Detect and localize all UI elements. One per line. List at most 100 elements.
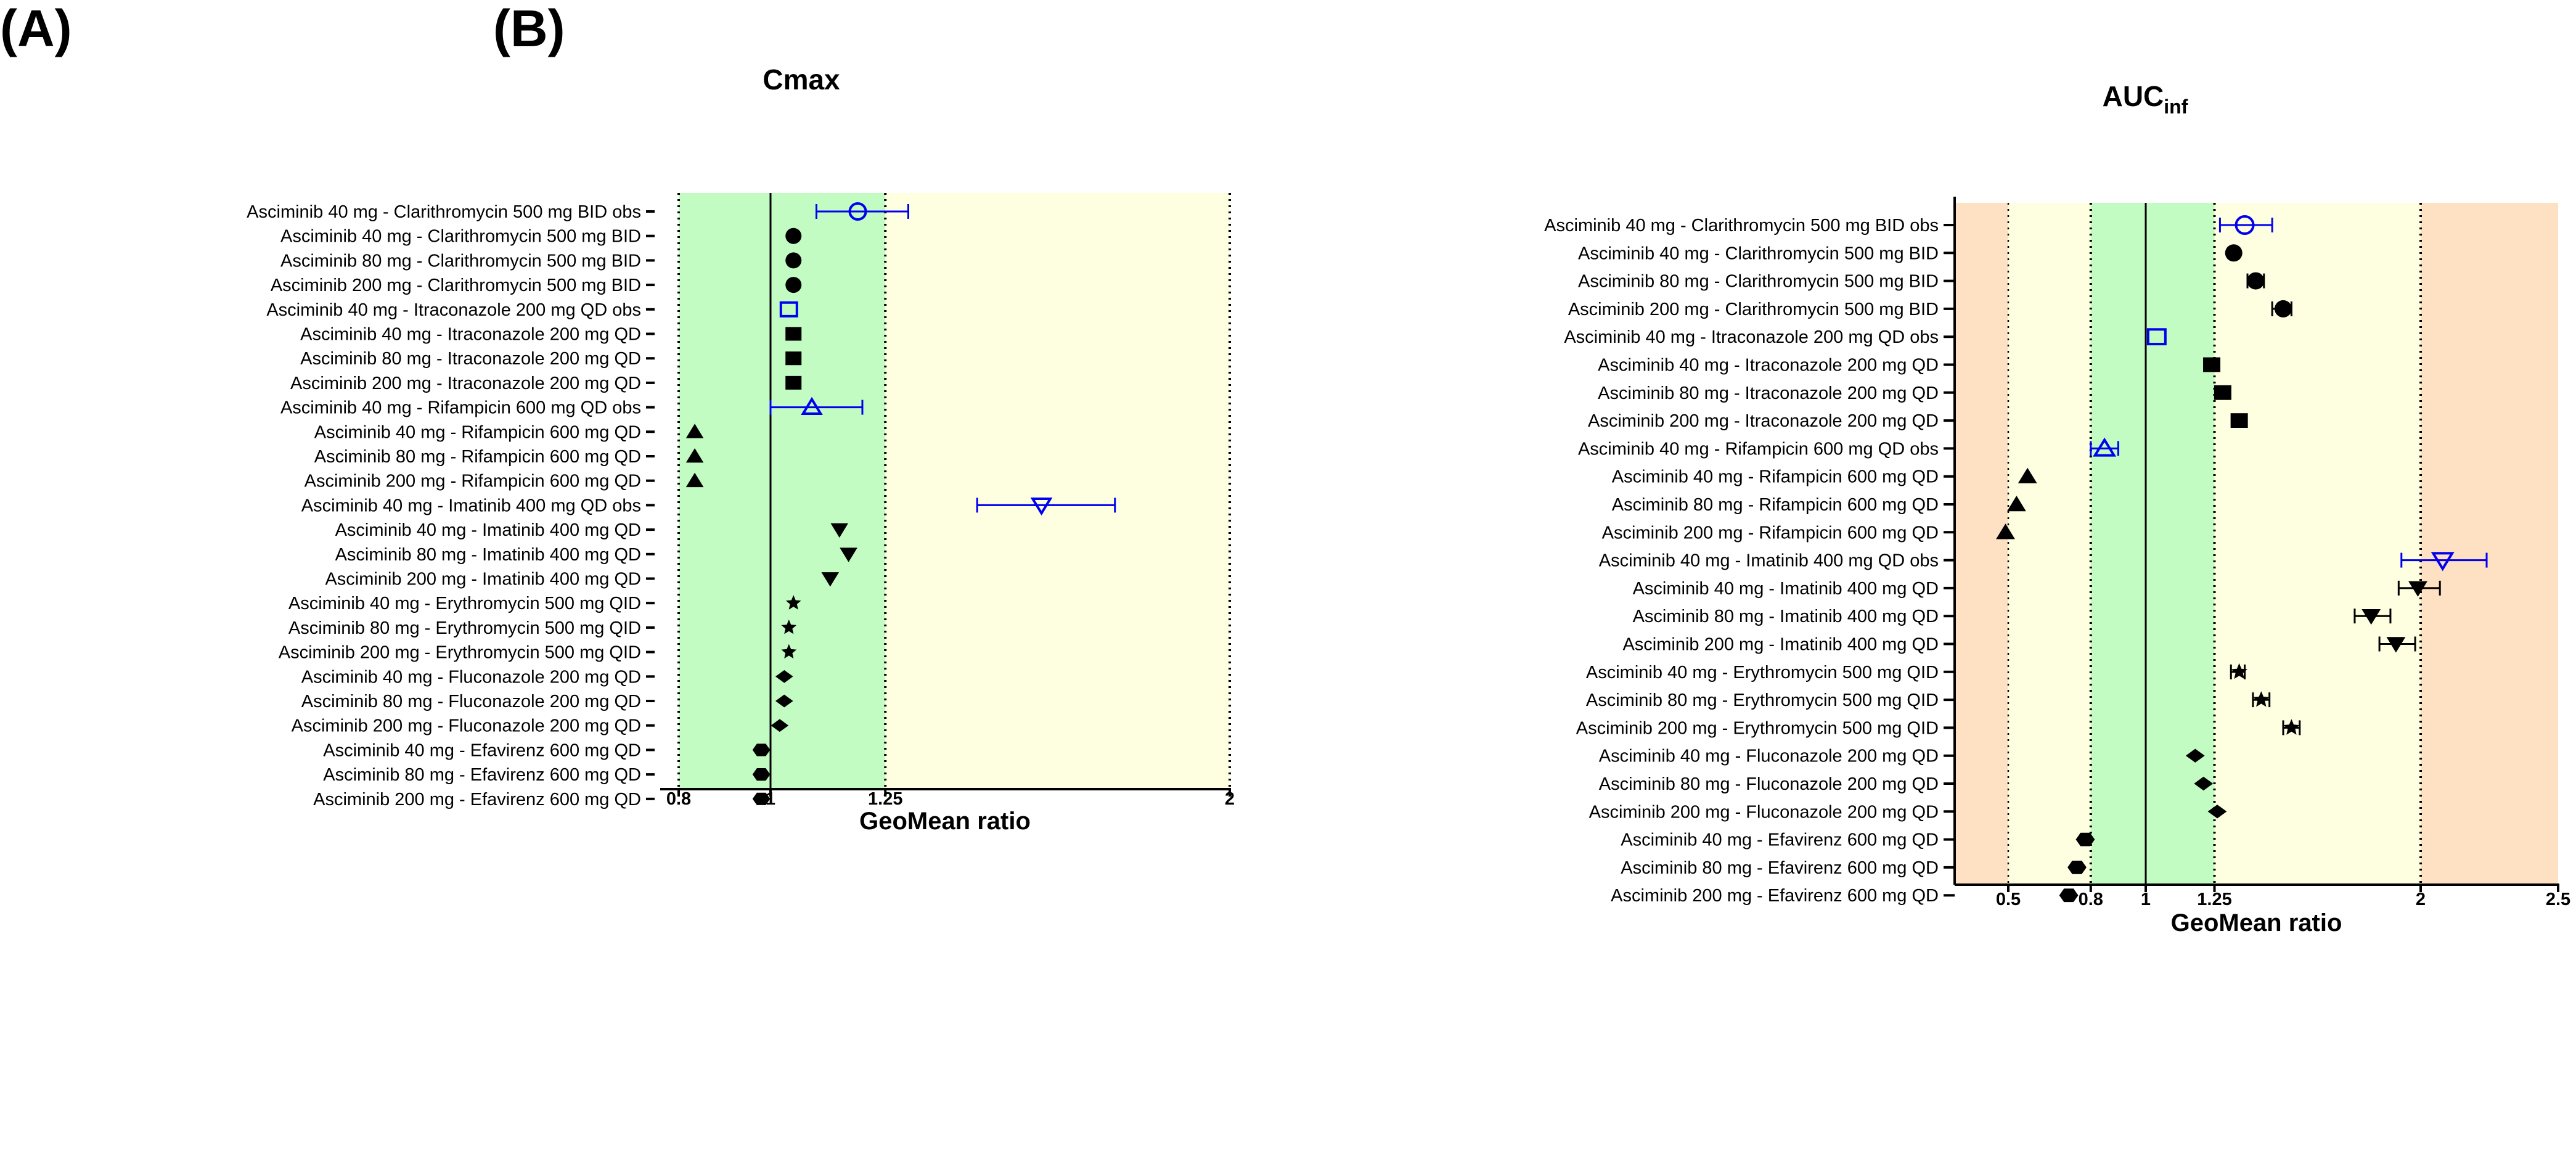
- category-label: Asciminib 40 mg - Imatinib 400 mg QD obs: [301, 496, 641, 515]
- category-label: Asciminib 80 mg - Erythromycin 500 mg QI…: [288, 618, 641, 638]
- category-label: Asciminib 80 mg - Itraconazole 200 mg QD: [300, 349, 641, 369]
- data-point-square: [2230, 413, 2248, 428]
- data-point-circle: [2275, 300, 2292, 318]
- data-point-hexagon: [2059, 888, 2079, 903]
- data-point-circle: [785, 252, 802, 269]
- category-label: Asciminib 40 mg - Itraconazole 200 mg QD: [1598, 356, 1939, 375]
- category-label: Asciminib 40 mg - Fluconazole 200 mg QD: [1599, 747, 1939, 766]
- category-label: Asciminib 80 mg - Itraconazole 200 mg QD: [1598, 383, 1939, 403]
- data-point-down-triangle: [2408, 581, 2427, 597]
- x-tick-label: 1.25: [868, 789, 902, 809]
- data-point-triangle: [2007, 496, 2026, 512]
- data-point-square: [785, 375, 802, 390]
- data-point-star: [2253, 691, 2270, 707]
- category-label: Asciminib 200 mg - Imatinib 400 mg QD: [325, 570, 641, 589]
- category-label: Asciminib 40 mg - Rifampicin 600 mg QD: [314, 422, 641, 442]
- data-point-open-circle: [848, 202, 867, 221]
- category-label: Asciminib 40 mg - Itraconazole 200 mg QD: [300, 325, 641, 345]
- category-label: Asciminib 80 mg - Imatinib 400 mg QD: [335, 545, 641, 565]
- data-point-star: [2231, 663, 2247, 679]
- data-point-open-circle: [2235, 215, 2255, 235]
- category-label: Asciminib 80 mg - Fluconazole 200 mg QD: [301, 692, 641, 711]
- category-label: Asciminib 40 mg - Fluconazole 200 mg QD: [301, 667, 641, 687]
- category-label: Asciminib 40 mg - Rifampicin 600 mg QD o…: [280, 398, 641, 418]
- data-point-square: [785, 351, 802, 366]
- category-label: Asciminib 40 mg - Imatinib 400 mg QD: [1633, 579, 1939, 599]
- data-point-diamond: [2207, 805, 2227, 819]
- band-orange: [2421, 203, 2558, 885]
- category-label: Asciminib 200 mg - Itraconazole 200 mg Q…: [290, 374, 641, 393]
- chart-title-subscript: inf: [2164, 96, 2188, 118]
- x-tick-label: 1: [766, 789, 775, 809]
- band-yellow: [2214, 203, 2421, 885]
- chart-title-main: AUC: [2103, 80, 2164, 112]
- category-label: Asciminib 40 mg - Itraconazole 200 mg QD…: [266, 300, 641, 320]
- category-label: Asciminib 40 mg - Clarithromycin 500 mg …: [280, 227, 641, 247]
- x-tick-label: 1.25: [2197, 890, 2231, 909]
- category-label: Asciminib 200 mg - Erythromycin 500 mg Q…: [1576, 718, 1939, 738]
- category-label: Asciminib 200 mg - Clarithromycin 500 mg…: [271, 276, 641, 295]
- data-point-triangle: [685, 472, 704, 488]
- data-point-diamond: [775, 670, 793, 683]
- category-label: Asciminib 80 mg - Clarithromycin 500 mg …: [1578, 272, 1939, 292]
- category-label: Asciminib 200 mg - Efavirenz 600 mg QD: [1611, 886, 1939, 906]
- x-axis-label: GeoMean ratio: [859, 808, 1031, 835]
- category-label: Asciminib 80 mg - Fluconazole 200 mg QD: [1599, 774, 1939, 794]
- data-point-open-down-triangle: [2431, 552, 2455, 572]
- category-label: Asciminib 200 mg - Fluconazole 200 mg QD: [1589, 802, 1939, 822]
- x-tick-label: 2: [2416, 890, 2426, 909]
- category-label: Asciminib 40 mg - Erythromycin 500 mg QI…: [1586, 663, 1939, 682]
- band-orange: [1953, 203, 2008, 885]
- chart-title-main: Cmax: [763, 64, 840, 96]
- chart-title: AUCinf: [2103, 80, 2188, 118]
- band-yellow: [885, 193, 1230, 789]
- chart-title: Cmax: [763, 64, 840, 96]
- data-point-circle: [2247, 272, 2265, 290]
- data-point-triangle: [1996, 523, 2015, 539]
- data-point-triangle: [2018, 467, 2037, 483]
- data-point-star: [781, 619, 797, 634]
- data-point-down-triangle: [821, 572, 840, 587]
- data-point-open-down-triangle: [1030, 498, 1053, 516]
- data-point-diamond: [771, 719, 789, 732]
- x-axis-label: GeoMean ratio: [2171, 909, 2342, 937]
- x-tick-label: 2.5: [2546, 890, 2570, 909]
- band-yellow: [2008, 203, 2091, 885]
- category-label: Asciminib 80 mg - Efavirenz 600 mg QD: [1621, 858, 1939, 878]
- category-label: Asciminib 40 mg - Efavirenz 600 mg QD: [1621, 830, 1939, 850]
- data-point-hexagon: [752, 792, 771, 805]
- data-point-circle: [2225, 244, 2243, 262]
- data-point-hexagon: [2075, 832, 2095, 846]
- category-label: Asciminib 40 mg - Rifampicin 600 mg QD o…: [1578, 439, 1939, 459]
- category-label: Asciminib 200 mg - Rifampicin 600 mg QD: [305, 472, 641, 491]
- data-point-diamond: [2194, 776, 2214, 791]
- category-label: Asciminib 80 mg - Rifampicin 600 mg QD: [314, 447, 641, 467]
- category-label: Asciminib 200 mg - Efavirenz 600 mg QD: [313, 790, 641, 809]
- data-point-hexagon: [2067, 861, 2087, 874]
- panel-b-auc: (B) AUCinf 0.5 0.8 1 1.25 2 2.5 GeoMean ratio Asc…: [493, 0, 2570, 937]
- category-label: Asciminib 40 mg - Rifampicin 600 mg QD: [1612, 467, 1939, 487]
- band-green: [2090, 203, 2215, 885]
- data-point-down-triangle: [840, 547, 857, 562]
- data-point-triangle: [685, 448, 704, 463]
- data-point-open-square: [779, 301, 798, 318]
- category-label: Asciminib 200 mg - Rifampicin 600 mg QD: [1602, 523, 1939, 543]
- data-point-triangle: [685, 424, 704, 438]
- category-label: Asciminib 200 mg - Erythromycin 500 mg Q…: [279, 643, 641, 663]
- data-point-open-triangle: [801, 396, 823, 415]
- x-tick-label: 2: [1225, 789, 1235, 809]
- data-point-hexagon: [752, 744, 771, 756]
- data-point-square: [785, 327, 802, 341]
- category-label: Asciminib 80 mg - Clarithromycin 500 mg …: [280, 251, 641, 271]
- data-point-open-triangle: [2093, 437, 2117, 457]
- category-label: Asciminib 40 mg - Efavirenz 600 mg QD: [323, 740, 641, 760]
- category-label: Asciminib 40 mg - Erythromycin 500 mg QI…: [288, 594, 641, 613]
- data-point-square: [2214, 385, 2231, 400]
- data-point-star: [781, 644, 797, 659]
- data-point-hexagon: [752, 768, 771, 781]
- category-label: Asciminib 200 mg - Clarithromycin 500 mg…: [1568, 300, 1939, 319]
- category-label: Asciminib 200 mg - Itraconazole 200 mg Q…: [1588, 411, 1939, 431]
- data-point-down-triangle: [830, 523, 848, 538]
- category-label: Asciminib 80 mg - Efavirenz 600 mg QD: [323, 765, 641, 785]
